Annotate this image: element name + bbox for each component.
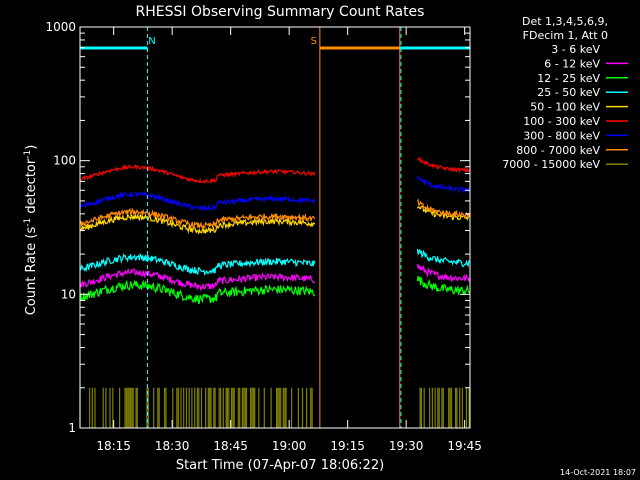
legend-label-6: 300 - 800 keV xyxy=(523,129,600,142)
legend-label-7: 800 - 7000 keV xyxy=(516,144,600,157)
x-tick-label-4: 19:15 xyxy=(330,439,365,453)
y-tick-label-3: 1000 xyxy=(45,20,76,34)
legend-header-line-2: FDecim 1, Att 0 xyxy=(523,29,608,42)
series-line xyxy=(416,174,471,194)
y-axis-label-part-1: Count Rate (s xyxy=(24,227,39,316)
series-line xyxy=(79,279,316,305)
series-line xyxy=(79,213,316,235)
series-4 xyxy=(79,205,470,235)
legend-label-1: 6 - 12 keV xyxy=(544,57,600,70)
x-tick-label-5: 19:30 xyxy=(389,439,424,453)
series-line xyxy=(416,275,470,296)
series-line xyxy=(79,302,316,349)
series-line xyxy=(417,156,471,174)
series-1 xyxy=(79,263,471,292)
series-line xyxy=(416,303,471,344)
state-bar-label-0: N xyxy=(148,36,155,47)
x-tick-label-0: 18:15 xyxy=(96,439,131,453)
y-tick-label-0: 1 xyxy=(68,421,76,435)
plot-frame xyxy=(79,26,471,429)
footer-date: 14-Oct-2021 18:07 xyxy=(560,468,636,477)
series-line xyxy=(79,268,316,292)
series-line xyxy=(416,263,471,283)
x-tick-label-3: 19:00 xyxy=(272,439,307,453)
y-axis-label: Count Rate (s-1 detector-1) xyxy=(23,145,39,316)
series-5 xyxy=(79,156,471,185)
legend: Det 1,3,4,5,6,9, FDecim 1, Att 0 3 - 6 k… xyxy=(502,15,628,171)
y-axis-label-superscript-1: -1 xyxy=(23,218,33,227)
series-line xyxy=(80,207,316,229)
series-7 xyxy=(80,198,471,229)
series-line xyxy=(416,205,470,221)
x-tick-label-2: 18:45 xyxy=(213,439,248,453)
chart-title: RHESSI Observing Summary Count Rates xyxy=(136,4,425,20)
series-6 xyxy=(79,174,471,212)
series-2 xyxy=(79,275,470,305)
legend-label-5: 100 - 300 keV xyxy=(523,115,600,128)
legend-label-0: 3 - 6 keV xyxy=(551,43,600,56)
y-tick-label-1: 10 xyxy=(61,287,76,301)
series-0 xyxy=(79,302,471,349)
legend-label-3: 25 - 50 keV xyxy=(537,86,600,99)
series-line xyxy=(416,248,471,268)
x-tick-label-6: 19:45 xyxy=(447,439,482,453)
y-tick-label-2: 100 xyxy=(53,154,76,168)
legend-label-8: 7000 - 15000 keV xyxy=(502,158,600,171)
series-3 xyxy=(79,248,471,276)
y-axis-label-superscript-2: -1 xyxy=(23,150,33,159)
series-line xyxy=(79,191,316,212)
legend-label-2: 12 - 25 keV xyxy=(537,72,600,85)
y-axis-label-part-2: detector xyxy=(24,158,39,218)
x-axis-label: Start Time (07-Apr-07 18:06:22) xyxy=(176,458,384,473)
series-line xyxy=(79,163,316,185)
state-bar-label-1: S xyxy=(311,36,317,47)
series-line xyxy=(416,198,471,218)
legend-header-line-1: Det 1,3,4,5,6,9, xyxy=(522,15,608,28)
x-tick-label-1: 18:30 xyxy=(155,439,190,453)
series-line xyxy=(79,252,316,276)
legend-label-4: 50 - 100 keV xyxy=(530,101,600,114)
y-axis-label-part-3: ) xyxy=(24,145,39,150)
